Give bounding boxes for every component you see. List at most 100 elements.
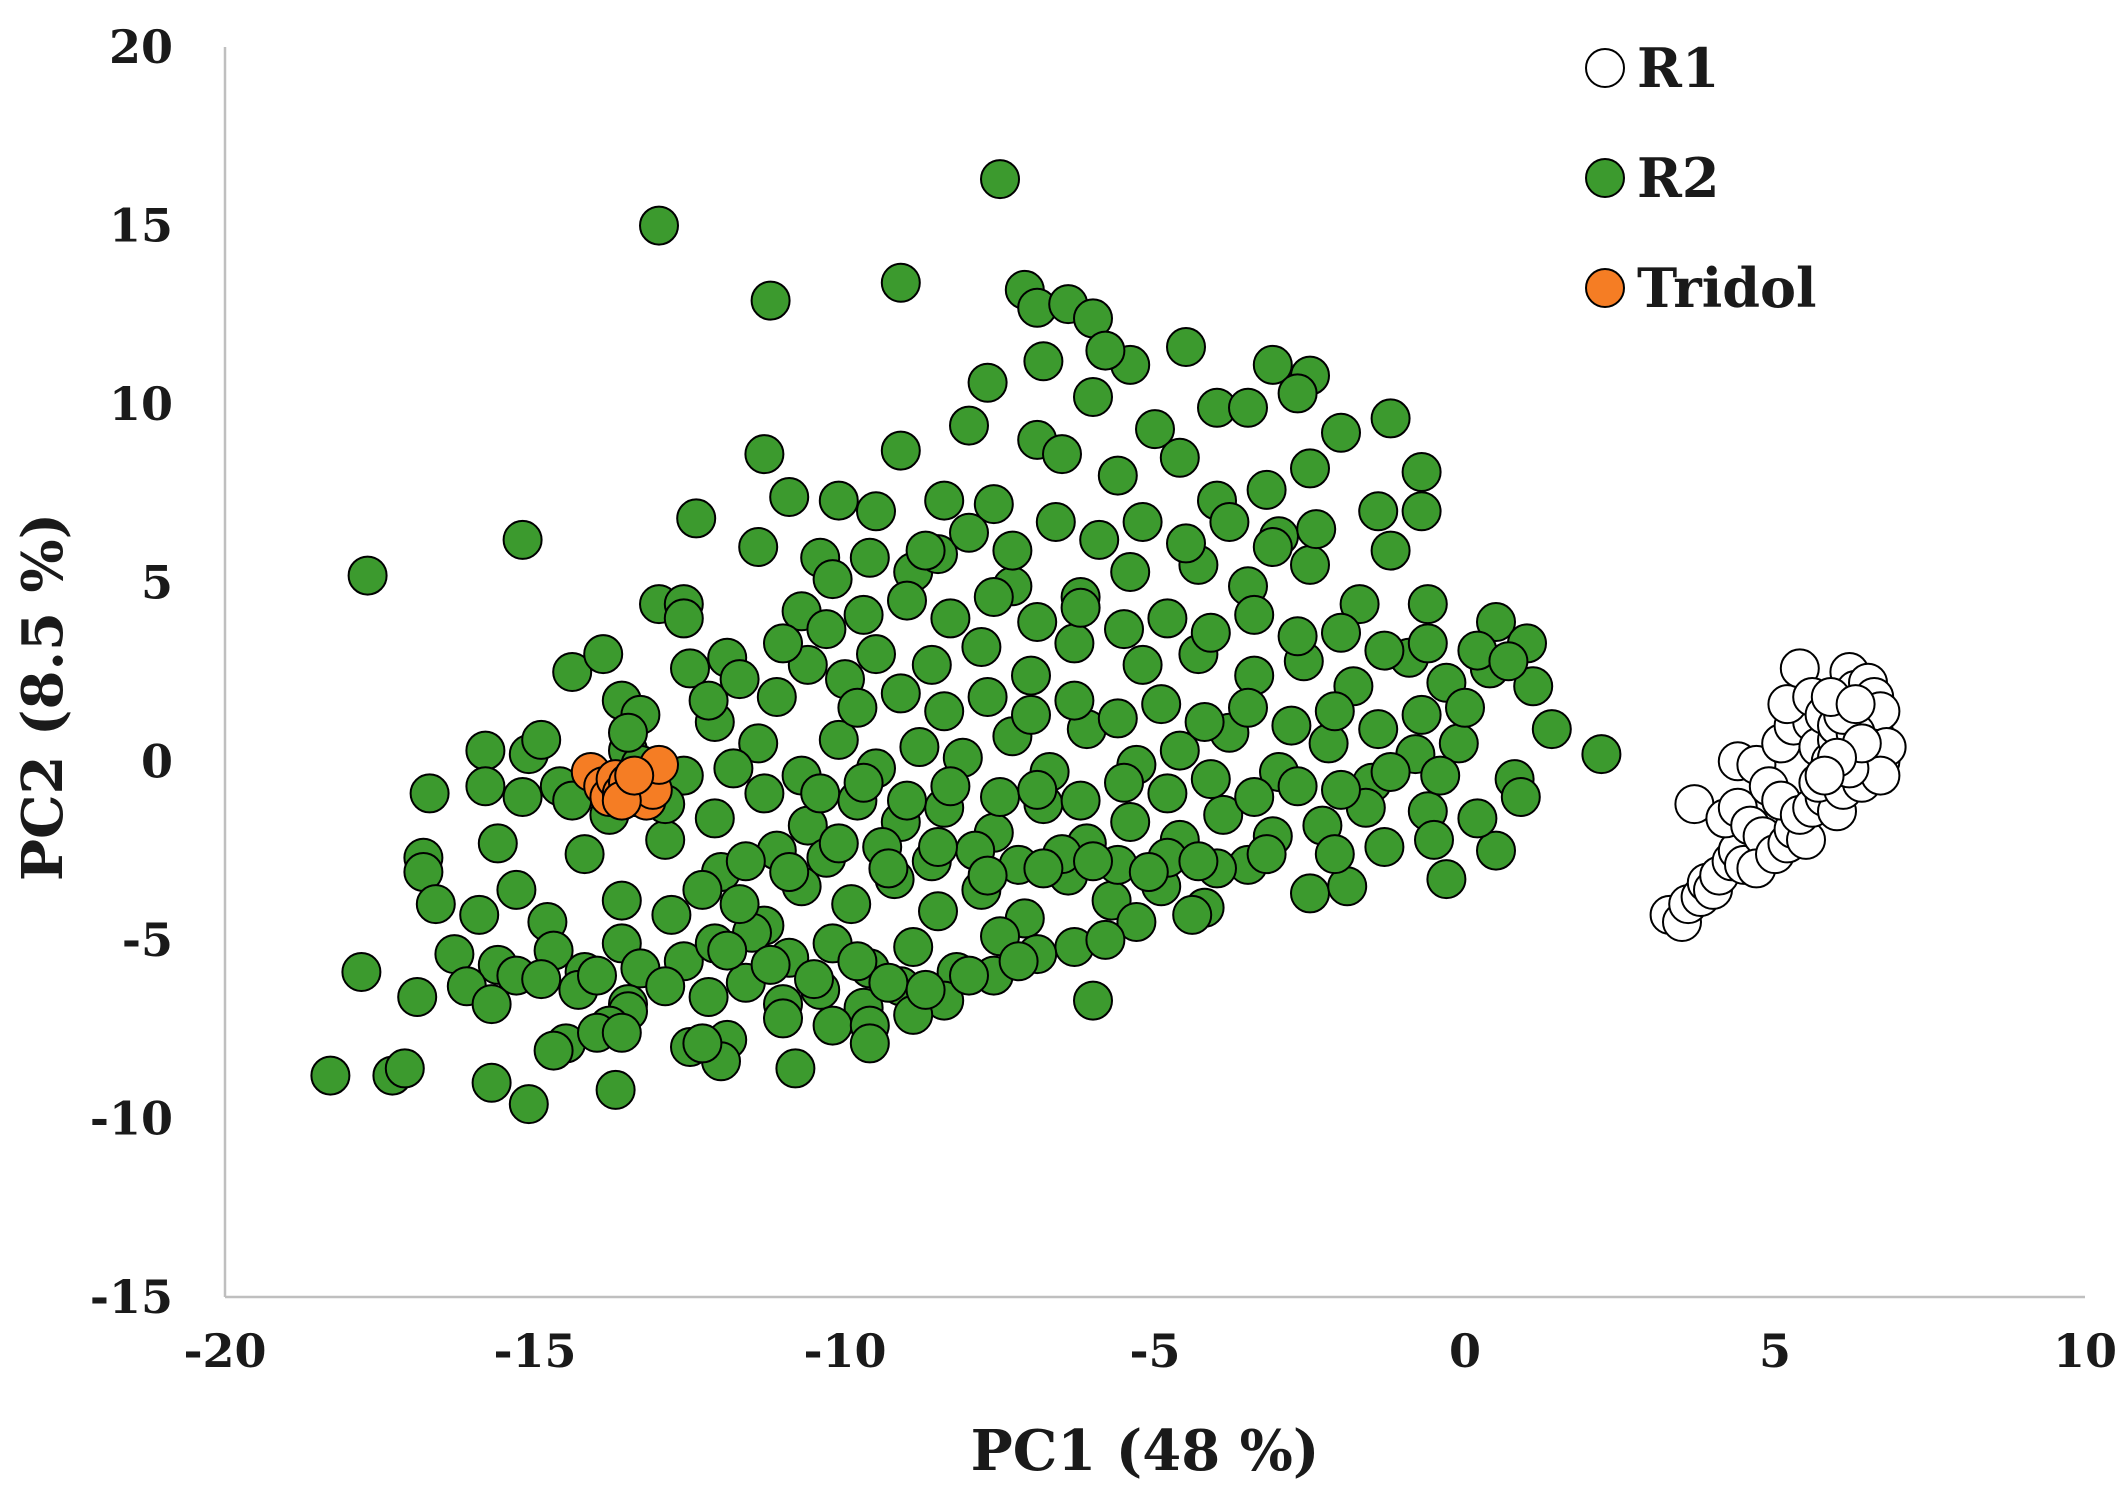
y-tick-label: -5 bbox=[122, 913, 173, 967]
point-r1 bbox=[1804, 755, 1845, 796]
point-r2 bbox=[707, 930, 748, 971]
series-tridol bbox=[570, 744, 679, 821]
point-r2 bbox=[812, 559, 853, 600]
point-r2 bbox=[911, 644, 952, 685]
point-r2 bbox=[1017, 769, 1058, 810]
point-r2 bbox=[477, 823, 518, 864]
point-r2 bbox=[843, 762, 884, 803]
y-tick-label: -15 bbox=[90, 1270, 173, 1324]
point-r2 bbox=[508, 1084, 549, 1125]
point-r2 bbox=[868, 848, 909, 889]
point-r2 bbox=[682, 869, 723, 910]
point-r2 bbox=[1370, 398, 1411, 439]
point-r2 bbox=[756, 677, 797, 717]
x-tick-label: -15 bbox=[493, 1324, 576, 1378]
point-r2 bbox=[1457, 798, 1498, 839]
point-r2 bbox=[1079, 519, 1120, 560]
point-r2 bbox=[533, 1030, 574, 1071]
y-tick-label: 20 bbox=[109, 20, 173, 74]
point-r2 bbox=[1190, 612, 1231, 653]
point-r2 bbox=[1420, 755, 1461, 796]
x-tick-label: -20 bbox=[183, 1324, 266, 1378]
point-r2 bbox=[713, 748, 754, 789]
point-r2 bbox=[1104, 762, 1144, 803]
point-r2 bbox=[601, 880, 642, 921]
point-r2 bbox=[663, 598, 704, 639]
point-r2 bbox=[651, 894, 692, 935]
point-r2 bbox=[967, 855, 1008, 896]
point-r2 bbox=[849, 1023, 890, 1064]
x-tick-label: 5 bbox=[1759, 1324, 1791, 1378]
y-tick-labels: -15 -10 -5 0 5 10 15 20 bbox=[90, 20, 173, 1324]
point-r2 bbox=[676, 498, 717, 539]
x-tick-label: -10 bbox=[803, 1324, 886, 1378]
point-r2 bbox=[1178, 841, 1219, 882]
point-r2 bbox=[930, 598, 971, 639]
point-r2 bbox=[1234, 594, 1275, 635]
point-r2 bbox=[1228, 387, 1268, 428]
point-r1 bbox=[1835, 684, 1876, 725]
point-r2 bbox=[465, 730, 506, 771]
point-r2 bbox=[471, 984, 512, 1025]
data-points bbox=[310, 159, 1907, 1125]
point-r2 bbox=[806, 609, 847, 650]
point-r2 bbox=[1370, 752, 1411, 792]
point-r2 bbox=[949, 405, 989, 446]
point-r2 bbox=[310, 1055, 351, 1096]
point-r2 bbox=[918, 827, 958, 867]
point-r2 bbox=[1488, 641, 1529, 682]
point-r2 bbox=[837, 687, 878, 728]
point-r2 bbox=[843, 594, 884, 635]
point-r2 bbox=[1252, 527, 1293, 567]
point-r2 bbox=[1513, 666, 1554, 707]
point-r2 bbox=[1122, 502, 1163, 542]
point-r2 bbox=[1358, 491, 1399, 532]
point-r2 bbox=[1141, 684, 1182, 725]
point-r2 bbox=[1011, 655, 1051, 696]
y-tick-label: 0 bbox=[141, 734, 173, 788]
point-r2 bbox=[738, 723, 779, 764]
point-r2 bbox=[973, 577, 1014, 617]
point-r2 bbox=[1426, 859, 1467, 900]
point-r2 bbox=[1184, 702, 1225, 742]
point-r2 bbox=[837, 941, 878, 982]
point-r2 bbox=[1500, 777, 1541, 817]
point-r2 bbox=[1166, 327, 1206, 367]
x-axis-title: PC1 (48 %) bbox=[971, 1418, 1320, 1484]
point-r2 bbox=[1252, 344, 1293, 385]
point-r2 bbox=[992, 530, 1033, 571]
point-r2 bbox=[1290, 448, 1330, 489]
point-r2 bbox=[1246, 469, 1287, 510]
point-r2 bbox=[1234, 777, 1275, 817]
legend-item-r2: R2 bbox=[1585, 146, 1719, 210]
point-r2 bbox=[849, 537, 890, 578]
point-r2 bbox=[347, 555, 388, 596]
series-r1 bbox=[1649, 648, 1907, 942]
point-r2 bbox=[397, 977, 438, 1017]
point-r2 bbox=[831, 884, 872, 925]
point-tridol bbox=[614, 755, 655, 796]
point-r2 bbox=[577, 955, 617, 996]
point-r2 bbox=[1128, 852, 1169, 892]
point-r2 bbox=[502, 777, 543, 817]
point-r2 bbox=[1073, 980, 1113, 1021]
point-r2 bbox=[1166, 523, 1206, 564]
point-r2 bbox=[1290, 544, 1330, 585]
legend-item-tridol: Tridol bbox=[1585, 256, 1817, 320]
point-r2 bbox=[1209, 502, 1250, 542]
point-r2 bbox=[744, 434, 785, 475]
point-r2 bbox=[1023, 848, 1064, 889]
x-tick-label: 10 bbox=[2053, 1324, 2117, 1378]
point-r2 bbox=[1296, 509, 1337, 550]
point-r2 bbox=[465, 766, 506, 807]
point-r2 bbox=[409, 773, 450, 814]
point-r2 bbox=[818, 719, 859, 760]
point-r2 bbox=[949, 955, 989, 996]
point-r2 bbox=[521, 959, 562, 1000]
point-r2 bbox=[769, 477, 810, 517]
point-r2 bbox=[1017, 602, 1058, 642]
point-r2 bbox=[1023, 341, 1064, 382]
legend-marker-tridol bbox=[1585, 268, 1625, 308]
point-r2 bbox=[1370, 530, 1411, 571]
point-r2 bbox=[1147, 773, 1188, 814]
